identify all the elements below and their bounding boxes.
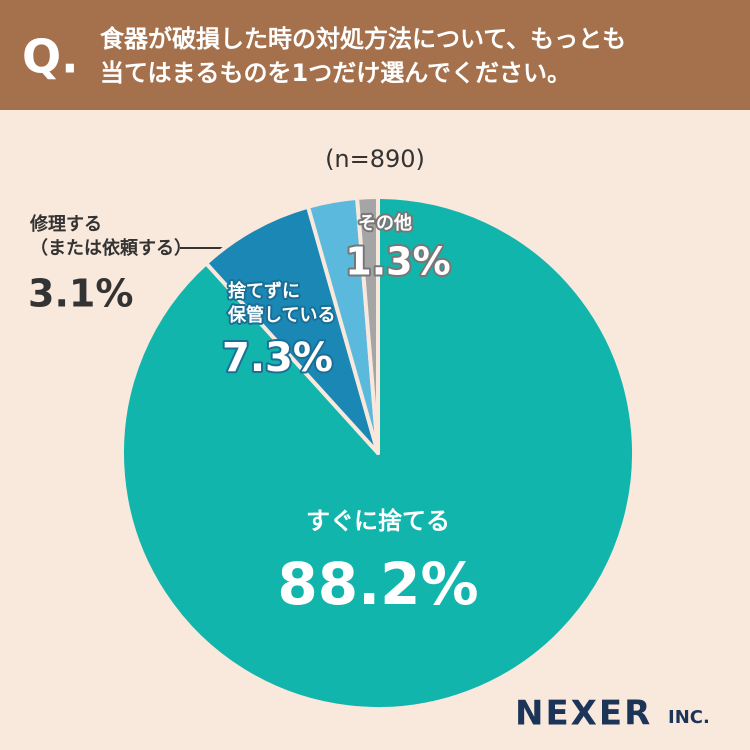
chart-subtitle: (n=890) bbox=[325, 145, 425, 173]
value-label: 1.3% bbox=[345, 240, 450, 284]
value-label: 3.1% bbox=[28, 272, 133, 316]
value-label: 7.3% bbox=[222, 335, 333, 381]
value-label: 88.2% bbox=[277, 550, 478, 618]
pie-slice bbox=[120, 195, 636, 711]
logo-sub: INC. bbox=[668, 707, 710, 728]
pie-slice bbox=[204, 204, 380, 455]
pie-slice bbox=[355, 195, 380, 455]
slice-label: 捨てずに保管している bbox=[227, 280, 335, 326]
slice-label: その他 bbox=[358, 212, 412, 234]
chart-title: 食器が破損した時の対処方法について、もっとも当てはまるものを1つだけ選んでくださ… bbox=[100, 25, 626, 87]
question-mark: Q. bbox=[22, 30, 79, 84]
slice-label: 修理する（または依頼する） bbox=[29, 213, 192, 259]
header-band bbox=[0, 0, 750, 110]
slice-label: すぐに捨てる bbox=[306, 507, 450, 535]
logo-main: NEXER bbox=[515, 694, 652, 734]
